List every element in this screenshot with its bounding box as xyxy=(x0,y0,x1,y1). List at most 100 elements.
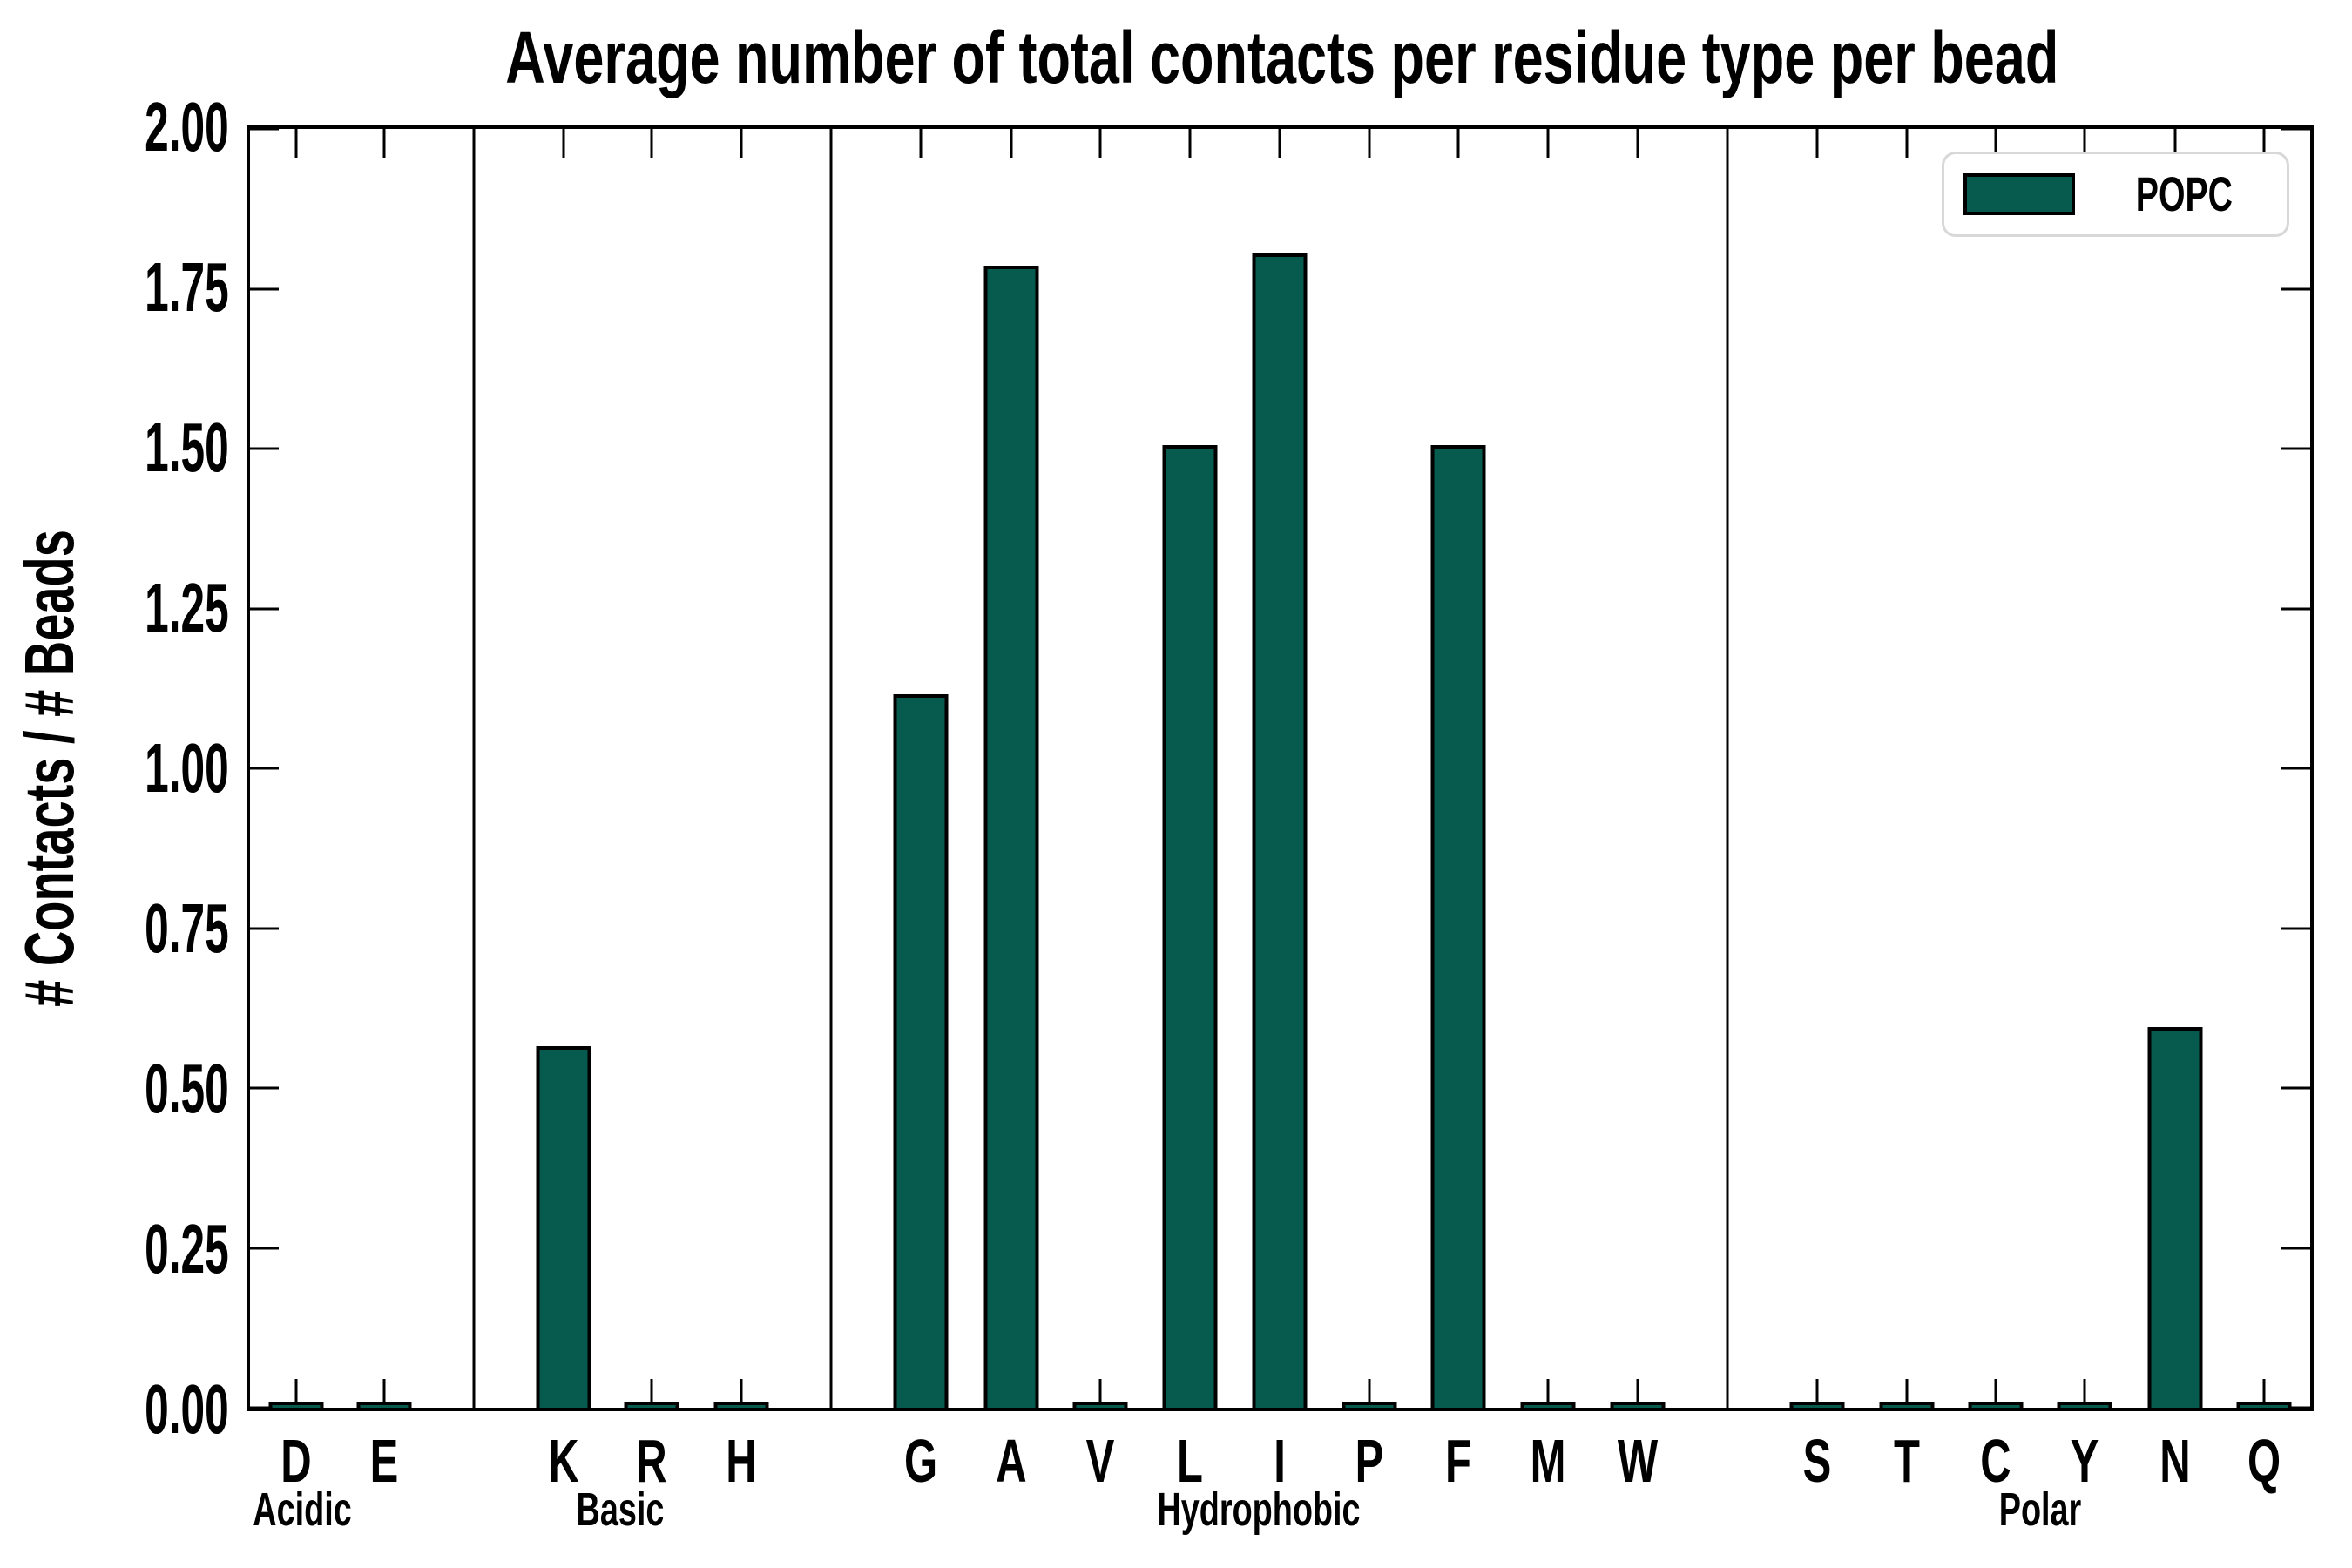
x-tick xyxy=(1636,1379,1639,1408)
x-tick-label-D: D xyxy=(280,1427,312,1495)
x-tick xyxy=(919,129,923,158)
y-tick xyxy=(2281,127,2310,131)
x-tick-label-K: K xyxy=(548,1427,579,1495)
y-tick xyxy=(250,287,279,290)
y-tick-label: 0.25 xyxy=(145,1210,229,1288)
y-tick xyxy=(250,1247,279,1249)
x-tick-label-G: G xyxy=(904,1427,938,1495)
x-tick-label-S: S xyxy=(1802,1427,1832,1495)
x-tick xyxy=(1905,1379,1909,1408)
x-tick xyxy=(1010,129,1013,158)
y-tick xyxy=(2281,1247,2310,1249)
bar-G xyxy=(893,694,949,1408)
x-tick xyxy=(294,129,298,158)
x-tick xyxy=(1278,129,1281,158)
legend-label: POPC xyxy=(2136,166,2234,221)
y-tick xyxy=(250,447,279,450)
x-tick xyxy=(1905,129,1909,158)
group-label-hydrophobic: Hydrophobic xyxy=(1157,1484,1361,1536)
x-tick xyxy=(562,129,565,158)
y-tick xyxy=(2281,447,2310,450)
x-tick xyxy=(1994,129,1997,158)
group-label-acidic: Acidic xyxy=(253,1484,352,1536)
x-tick xyxy=(382,1379,386,1408)
bar-S xyxy=(1789,1402,1845,1408)
x-tick xyxy=(2173,129,2177,158)
x-tick xyxy=(1188,129,1192,158)
chart-title: Average number of total contacts per res… xyxy=(247,17,2314,98)
x-tick-label-M: M xyxy=(1530,1427,1566,1495)
x-tick-label-T: T xyxy=(1893,1427,1920,1495)
group-separator-line xyxy=(829,129,833,1408)
x-tick xyxy=(740,129,743,158)
group-label-polar: Polar xyxy=(1998,1484,2082,1536)
x-tick xyxy=(2262,129,2266,158)
bar-E xyxy=(356,1402,412,1408)
y-tick xyxy=(2281,607,2310,610)
x-tick-label-P: P xyxy=(1355,1427,1384,1495)
y-tick xyxy=(2281,1086,2310,1090)
bar-R xyxy=(624,1402,679,1408)
x-tick xyxy=(294,1379,298,1408)
x-tick xyxy=(1546,1379,1550,1408)
x-tick xyxy=(382,129,386,158)
x-tick xyxy=(1368,1379,1371,1408)
y-tick xyxy=(2281,767,2310,770)
x-tick-label-W: W xyxy=(1617,1427,1658,1495)
x-tick-label-R: R xyxy=(636,1427,668,1495)
bar-Q xyxy=(2236,1402,2292,1408)
bar-L xyxy=(1162,445,1218,1408)
y-tick xyxy=(2281,927,2310,929)
x-tick-label-I: I xyxy=(1274,1427,1286,1495)
bar-M xyxy=(1520,1402,1576,1408)
x-tick xyxy=(1456,129,1460,158)
bar-H xyxy=(713,1402,769,1408)
x-tick-label-L: L xyxy=(1177,1427,1204,1495)
x-tick xyxy=(1098,1379,1102,1408)
bar-C xyxy=(1968,1402,2024,1408)
x-tick-label-F: F xyxy=(1445,1427,1472,1495)
bar-N xyxy=(2147,1026,2203,1408)
bar-T xyxy=(1879,1402,1935,1408)
group-separator-line xyxy=(1726,129,1729,1408)
bar-V xyxy=(1072,1402,1128,1408)
bar-K xyxy=(536,1045,591,1408)
y-tick-label: 0.75 xyxy=(145,889,229,967)
x-tick xyxy=(2262,1379,2266,1408)
x-tick xyxy=(2083,1379,2086,1408)
y-tick xyxy=(250,1086,279,1090)
x-tick-label-E: E xyxy=(370,1427,399,1495)
y-tick-label: 1.75 xyxy=(145,248,229,326)
y-tick xyxy=(250,767,279,770)
chart-title-text: Average number of total contacts per res… xyxy=(505,17,2059,98)
legend: POPC xyxy=(1942,152,2289,237)
x-tick xyxy=(1994,1379,1997,1408)
x-tick-label-A: A xyxy=(996,1427,1027,1495)
x-tick xyxy=(2083,129,2086,158)
group-label-basic: Basic xyxy=(577,1484,665,1536)
x-tick-label-Y: Y xyxy=(2070,1427,2099,1495)
x-tick xyxy=(1546,129,1550,158)
group-separator-line xyxy=(472,129,476,1408)
bar-P xyxy=(1342,1402,1397,1408)
y-tick xyxy=(2281,1406,2310,1409)
y-tick xyxy=(250,607,279,610)
bar-W xyxy=(1610,1402,1666,1408)
y-tick-label: 1.00 xyxy=(145,729,229,807)
x-tick xyxy=(650,129,653,158)
x-tick-label-N: N xyxy=(2159,1427,2191,1495)
bar-A xyxy=(983,266,1039,1408)
plot-area: POPC xyxy=(247,125,2314,1411)
y-tick-label: 1.25 xyxy=(145,569,229,646)
bar-D xyxy=(268,1402,324,1408)
x-tick xyxy=(650,1379,653,1408)
y-tick xyxy=(250,927,279,929)
y-tick xyxy=(250,127,279,131)
y-tick xyxy=(2281,287,2310,290)
y-tick-label: 0.00 xyxy=(145,1370,229,1448)
x-tick xyxy=(1815,1379,1819,1408)
y-tick-label: 0.50 xyxy=(145,1050,229,1127)
legend-swatch xyxy=(1963,173,2076,215)
